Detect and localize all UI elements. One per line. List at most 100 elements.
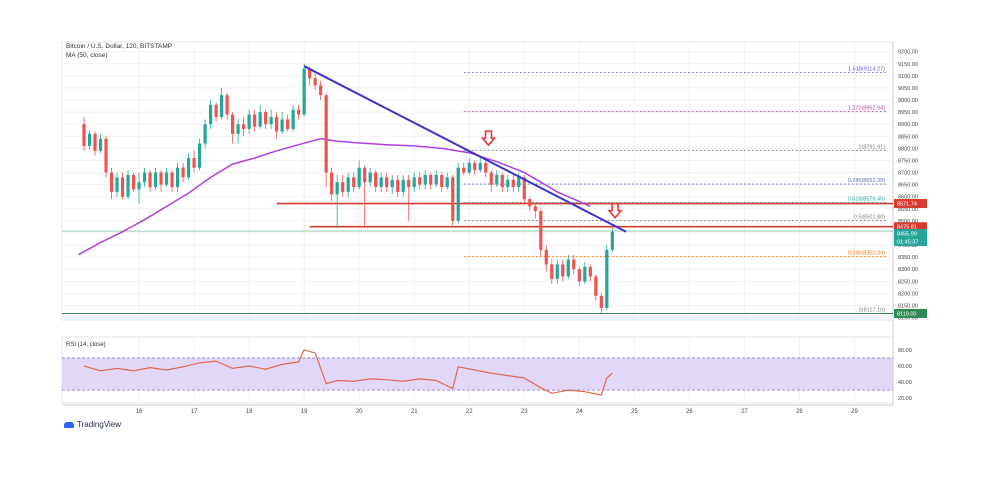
- candle: [197, 143, 202, 168]
- y-tick-label: 8350.00: [898, 255, 918, 261]
- candle: [445, 177, 449, 188]
- candle: [219, 95, 224, 117]
- candle: [429, 174, 433, 185]
- candle: [186, 158, 191, 178]
- candle: [341, 182, 345, 192]
- candle: [203, 124, 207, 144]
- y-tick-label: 9200.00: [898, 50, 918, 56]
- candle: [396, 179, 400, 192]
- candle: [456, 167, 460, 221]
- x-tick-label: 27: [741, 409, 748, 415]
- candle: [605, 249, 609, 308]
- candle: [401, 179, 405, 192]
- candle: [175, 167, 180, 188]
- y-tick-label: 8900.00: [898, 122, 918, 128]
- candle: [115, 177, 119, 192]
- y-tick-label: 8200.00: [898, 291, 918, 297]
- candle: [247, 114, 251, 130]
- chart-title: Bitcoin / U.S. Dollar, 120, BITSTAMP: [66, 43, 172, 50]
- y-tick-label: 8850.00: [898, 134, 918, 140]
- candle: [319, 85, 323, 96]
- x-tick-label: 24: [576, 409, 583, 415]
- candle: [495, 174, 499, 185]
- down-arrow-icon: [607, 202, 623, 219]
- x-tick-label: 29: [851, 409, 858, 415]
- candle: [269, 116, 273, 125]
- price-badge-label: 8455.99: [897, 232, 917, 238]
- y-tick-label: 8400.00: [898, 243, 918, 249]
- candle: [544, 249, 548, 265]
- candle: [153, 172, 158, 188]
- candle: [131, 174, 136, 190]
- candle: [418, 177, 422, 185]
- main-pane: [61, 41, 894, 321]
- candle: [533, 206, 537, 212]
- candle: [522, 177, 526, 200]
- y-tick-label: 8250.00: [898, 279, 918, 285]
- candle: [280, 119, 284, 132]
- candle: [566, 259, 570, 277]
- candle: [264, 112, 268, 125]
- candle: [192, 158, 196, 168]
- x-tick-label: 18: [246, 409, 253, 415]
- candle: [231, 114, 235, 134]
- x-tick-label: 19: [301, 409, 308, 415]
- candle: [275, 116, 279, 132]
- fib-label: 1.272(8952.94): [848, 105, 885, 111]
- candle: [98, 138, 103, 151]
- candle: [93, 133, 97, 151]
- rsi-y-tick-label: 40.00: [898, 380, 912, 386]
- rsi-band: [62, 357, 893, 391]
- candle: [164, 172, 169, 185]
- fib-label: 1(8791.91): [858, 144, 885, 150]
- x-tick-label: 25: [631, 409, 638, 415]
- candle: [181, 167, 185, 178]
- ma-indicator-label: MA (50, close): [66, 52, 108, 59]
- y-tick-label: 8600.00: [898, 195, 918, 201]
- candle: [159, 172, 163, 185]
- candle: [87, 133, 92, 146]
- candle: [561, 264, 565, 277]
- candle: [357, 167, 361, 188]
- candle: [500, 174, 504, 188]
- x-tick-label: 17: [191, 409, 198, 415]
- x-tick-label: 26: [686, 409, 693, 415]
- tradingview-logo-icon: [64, 421, 74, 428]
- y-tick-label: 8150.00: [898, 303, 918, 309]
- candle: [506, 179, 510, 188]
- candle: [412, 177, 416, 188]
- candle: [225, 95, 229, 115]
- candle: [528, 199, 532, 207]
- down-arrow-icon: [480, 130, 497, 147]
- candle: [583, 266, 587, 282]
- candle: [473, 162, 477, 171]
- fib-label: 0.5(8501.80): [854, 214, 885, 220]
- candle: [390, 179, 394, 188]
- price-badge: [894, 237, 927, 247]
- price-badge-label: 01:45:37: [897, 240, 918, 246]
- candle: [478, 162, 482, 171]
- y-tick-label: 8650.00: [898, 183, 918, 189]
- candle: [335, 182, 339, 195]
- candle: [291, 109, 295, 130]
- y-tick-label: 8750.00: [898, 158, 918, 164]
- candle: [297, 109, 301, 115]
- candle: [258, 112, 262, 127]
- candle: [82, 124, 86, 146]
- candle: [286, 119, 290, 130]
- candle: [467, 162, 471, 173]
- price-badge-label: 8119.00: [897, 311, 916, 317]
- candle: [242, 124, 246, 130]
- candle: [379, 177, 383, 188]
- candle: [511, 179, 515, 188]
- price-badge-label: 8571.74: [897, 202, 917, 208]
- x-tick-label: 20: [356, 409, 363, 415]
- rsi-y-tick-label: 80.00: [898, 348, 912, 354]
- fib-label: 0.786(8652.39): [848, 178, 885, 184]
- y-tick-label: 8500.00: [898, 219, 918, 225]
- x-tick-label: 23: [521, 409, 528, 415]
- candle: [484, 162, 488, 173]
- y-tick-label: 9050.00: [898, 86, 918, 92]
- y-tick-label: 9150.00: [898, 62, 918, 68]
